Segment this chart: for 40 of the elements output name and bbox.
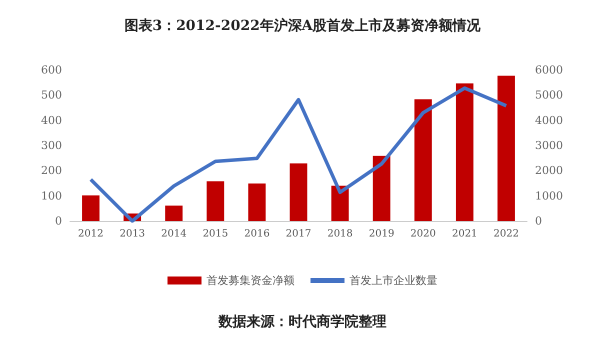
bar bbox=[456, 83, 474, 221]
x-tick-label: 2012 bbox=[78, 228, 104, 240]
legend-label: 首发募集资金净额 bbox=[206, 274, 294, 287]
bar bbox=[248, 184, 266, 221]
y2-tick-label: 2000 bbox=[535, 164, 563, 178]
y-tick-label: 400 bbox=[41, 114, 62, 127]
x-tick-label: 2017 bbox=[286, 228, 312, 240]
y2-tick-label: 5000 bbox=[535, 88, 563, 102]
y-tick-label: 200 bbox=[41, 164, 62, 178]
y2-tick-label: 6000 bbox=[535, 64, 563, 76]
y-tick-label: 500 bbox=[41, 88, 62, 102]
x-tick-label: 2021 bbox=[452, 228, 478, 240]
x-tick-label: 2013 bbox=[120, 228, 146, 240]
x-tick-label: 2018 bbox=[327, 228, 353, 240]
x-tick-label: 2020 bbox=[410, 228, 436, 240]
y2-tick-label: 1000 bbox=[535, 189, 563, 202]
x-tick-label: 2014 bbox=[161, 228, 187, 240]
bar bbox=[372, 156, 390, 221]
bar bbox=[414, 99, 432, 221]
bar bbox=[165, 206, 183, 221]
bar bbox=[331, 186, 349, 221]
y-tick-label: 600 bbox=[41, 64, 62, 76]
legend-label: 首发上市企业数量 bbox=[350, 274, 438, 287]
x-tick-label: 2019 bbox=[368, 228, 394, 240]
line-series bbox=[89, 86, 508, 223]
y2-tick-label: 0 bbox=[535, 214, 542, 228]
x-tick-label: 2016 bbox=[244, 228, 270, 240]
source-note: 数据来源：时代商学院整理 bbox=[218, 313, 386, 330]
x-tick-label: 2015 bbox=[202, 228, 228, 240]
y-tick-label: 300 bbox=[41, 139, 62, 152]
bar bbox=[206, 181, 224, 221]
y-tick-label: 100 bbox=[41, 189, 62, 202]
x-tick-label: 2022 bbox=[494, 228, 519, 240]
bar bbox=[290, 163, 308, 221]
bar bbox=[498, 76, 515, 221]
y-tick-label: 0 bbox=[55, 214, 62, 228]
y2-tick-label: 4000 bbox=[535, 114, 563, 127]
y2-tick-label: 3000 bbox=[535, 139, 563, 152]
chart-title: 图表3：2012-2022年沪深A股首发上市及募资净额情况 bbox=[124, 17, 482, 34]
bar bbox=[82, 195, 100, 221]
